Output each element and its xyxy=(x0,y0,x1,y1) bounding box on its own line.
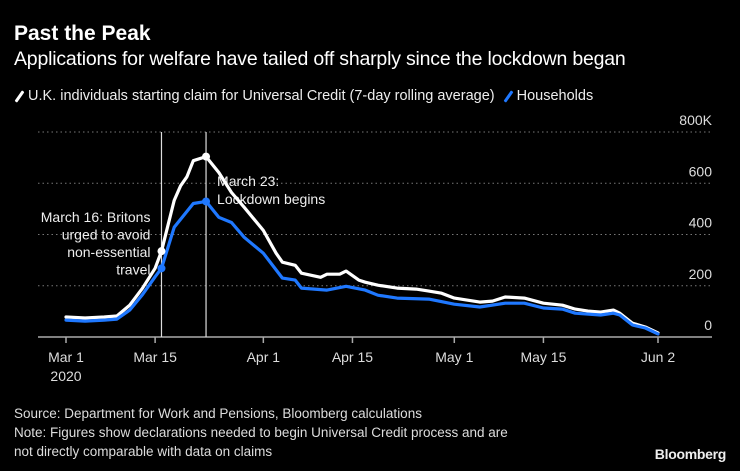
annotation-text: urged to avoid xyxy=(62,227,151,243)
x-tick-label: Mar 1 xyxy=(48,349,84,365)
legend: U.K. individuals starting claim for Univ… xyxy=(14,88,593,104)
annotation-text: travel xyxy=(116,262,150,278)
y-tick-label: 400 xyxy=(689,215,713,231)
marker-point xyxy=(157,247,166,256)
y-tick-label: 200 xyxy=(689,266,713,282)
footer: Source: Department for Work and Pensions… xyxy=(14,404,508,461)
legend-label-households: Households xyxy=(516,88,594,104)
marker-point xyxy=(157,264,166,273)
note-line-2: not directly comparable with data on cla… xyxy=(14,444,273,459)
annotation-text: Lockdown begins xyxy=(217,191,325,207)
x-tick-label: Apr 1 xyxy=(247,349,281,365)
annotation-text: March 23: xyxy=(217,173,279,189)
x-tick-sublabel: 2020 xyxy=(50,368,81,384)
series-individuals-line xyxy=(64,155,660,335)
y-tick-label: 600 xyxy=(689,163,713,179)
x-tick-label: Apr 15 xyxy=(332,349,373,365)
y-tick-label: 0 xyxy=(704,317,712,333)
x-tick-label: May 15 xyxy=(520,349,566,365)
x-tick-label: Mar 15 xyxy=(133,349,177,365)
annotation-text: March 16: Britons xyxy=(41,209,151,225)
annotation-text: non-essential xyxy=(67,244,150,260)
marker-point xyxy=(202,197,211,206)
note-line-1: Note: Figures show declarations needed t… xyxy=(14,425,508,440)
source-note: Source: Department for Work and Pensions… xyxy=(14,406,422,421)
legend-label-individuals: U.K. individuals starting claim for Univ… xyxy=(28,88,495,104)
chart-title: Past the Peak xyxy=(14,22,151,45)
x-tick-label: Jun 2 xyxy=(641,349,675,365)
y-tick-label: 800K xyxy=(679,112,712,128)
bloomberg-logo: Bloomberg xyxy=(654,446,727,462)
series-households-line xyxy=(64,199,660,336)
marker-point xyxy=(202,152,211,161)
x-tick-label: May 1 xyxy=(435,349,473,365)
chart-subtitle: Applications for welfare have tailed off… xyxy=(14,48,626,70)
